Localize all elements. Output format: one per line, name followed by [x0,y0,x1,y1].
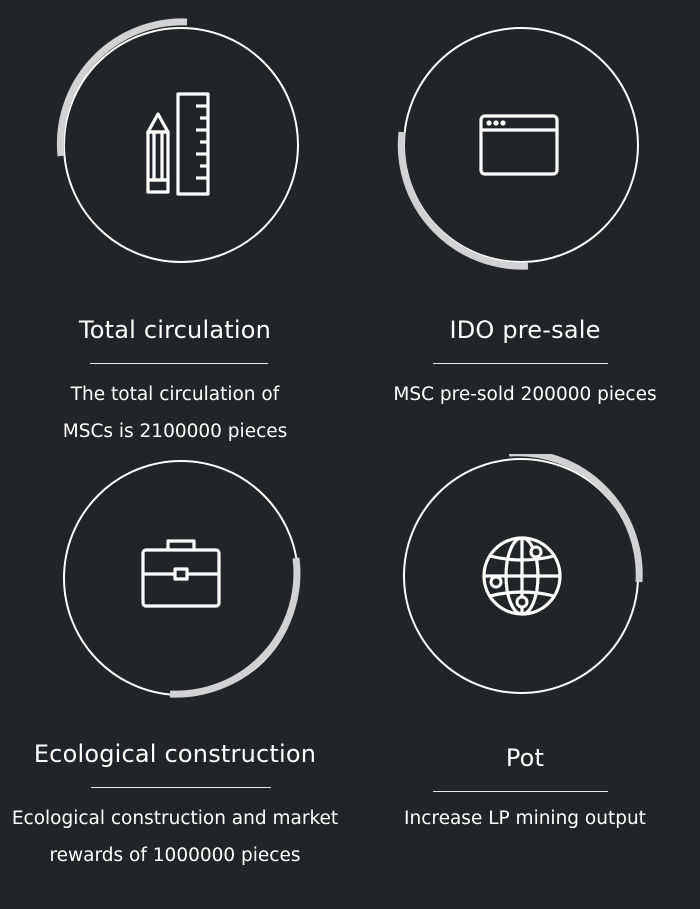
description-line: Ecological construction and market [11,808,339,829]
description-line: The total circulation of [70,384,280,405]
card-title: IDO pre-sale [449,316,601,344]
card-title: Ecological construction [33,740,317,768]
description-line: MSC pre-sold 200000 pieces [393,384,657,405]
card-pot: Pot Increase LP mining output [350,454,700,908]
description-line: MSCs is 2100000 pieces [62,421,288,442]
globe-network-icon [482,536,562,616]
card-description: MSC pre-sold 200000 pieces [350,376,700,413]
card-ecological-construction: Ecological construction Ecological const… [0,454,350,908]
title-divider [90,363,268,364]
title-divider [433,363,608,364]
title-divider [433,791,608,792]
pencil-ruler-icon [146,92,210,196]
card-description: Ecological construction and market rewar… [0,800,350,874]
progress-ring [56,18,299,263]
card-description: Increase LP mining output [350,800,700,837]
progress-ring [63,460,301,698]
card-description: The total circulation of MSCs is 2100000… [0,376,350,450]
briefcase-icon [141,539,221,608]
card-title: Total circulation [78,316,272,344]
description-line: rewards of 1000000 pieces [49,845,301,866]
description-line: Increase LP mining output [404,808,646,829]
card-title: Pot [505,744,545,772]
card-ido-presale: IDO pre-sale MSC pre-sold 200000 pieces [350,0,700,454]
card-total-circulation: Total circulation The total circulation … [0,0,350,454]
progress-ring [397,27,639,270]
browser-window-icon [479,114,559,176]
title-divider [91,787,271,788]
progress-ring [403,454,643,694]
